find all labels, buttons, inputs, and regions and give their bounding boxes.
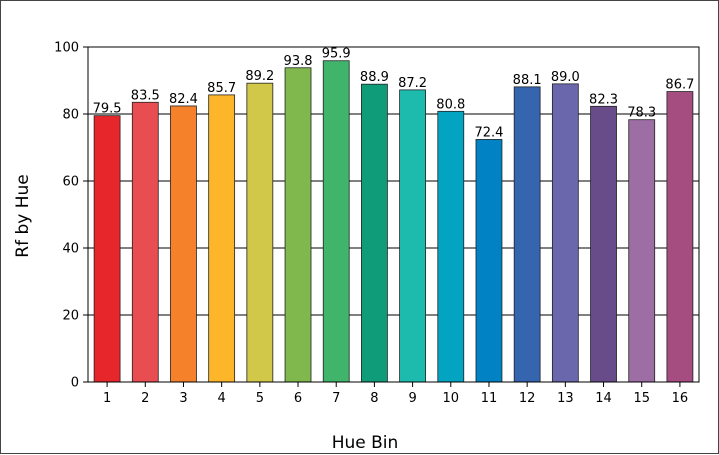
bar-3 <box>170 105 197 383</box>
x-tick-label: 8 <box>370 391 378 406</box>
data-label: 88.9 <box>360 70 389 85</box>
y-tick-label: 40 <box>62 242 79 257</box>
x-axis-title: Hue Bin <box>332 433 399 453</box>
bar-11 <box>475 139 503 383</box>
x-tick-label: 13 <box>557 391 574 406</box>
x-tick-label: 9 <box>408 391 416 406</box>
bar-10 <box>437 110 465 383</box>
data-label: 78.3 <box>627 106 656 121</box>
bar-6 <box>284 67 312 383</box>
x-tick-label: 16 <box>672 391 689 406</box>
data-label: 95.9 <box>322 47 351 62</box>
bar-13 <box>551 83 579 383</box>
x-tick-label: 7 <box>332 391 340 406</box>
data-label: 79.5 <box>93 102 122 117</box>
bar-14 <box>590 105 617 383</box>
data-label: 93.8 <box>284 54 313 69</box>
y-tick-label: 80 <box>62 108 79 123</box>
bar-7 <box>322 60 350 383</box>
x-tick-label: 6 <box>294 391 302 406</box>
x-tick-label: 4 <box>218 391 226 406</box>
plot-border <box>87 46 700 383</box>
y-axis-title: Rf by Hue <box>13 174 33 257</box>
x-tick-label: 5 <box>256 391 264 406</box>
data-label: 72.4 <box>474 125 503 140</box>
bar-8 <box>361 83 388 383</box>
x-tick-label: 12 <box>519 391 536 406</box>
data-label: 87.2 <box>398 76 427 91</box>
bar-9 <box>399 89 426 383</box>
bar-4 <box>208 94 236 383</box>
y-tick-label: 0 <box>71 376 79 391</box>
x-tick-label: 1 <box>103 391 111 406</box>
data-label: 86.7 <box>665 78 694 93</box>
y-tick-label: 20 <box>62 309 79 324</box>
bar-15 <box>628 119 656 383</box>
data-labels: 79.5 83.5 82.4 85.7 89.2 93.8 95.9 88.9 87.2 80.8… <box>93 47 695 141</box>
data-label: 88.1 <box>513 73 542 88</box>
x-tick-label: 15 <box>633 391 650 406</box>
x-tick-label: 14 <box>595 391 612 406</box>
data-label: 82.3 <box>589 92 618 107</box>
bar-5 <box>246 82 274 383</box>
data-label: 82.4 <box>169 92 198 107</box>
bar-12 <box>513 86 541 383</box>
x-tick-label: 11 <box>481 391 498 406</box>
bar-2 <box>131 101 159 383</box>
x-tick-label: 10 <box>443 391 460 406</box>
bars <box>93 60 694 383</box>
y-tick-label: 60 <box>62 175 79 190</box>
bar-1 <box>93 115 121 383</box>
y-tick-label: 100 <box>54 41 79 56</box>
data-label: 89.2 <box>245 69 274 84</box>
x-tick-label: 3 <box>179 391 187 406</box>
bar-16 <box>666 91 694 383</box>
data-label: 89.0 <box>551 70 580 85</box>
data-label: 83.5 <box>131 88 160 103</box>
data-label: 80.8 <box>436 97 465 112</box>
x-tick-label: 2 <box>141 391 149 406</box>
data-label: 85.7 <box>207 81 236 96</box>
